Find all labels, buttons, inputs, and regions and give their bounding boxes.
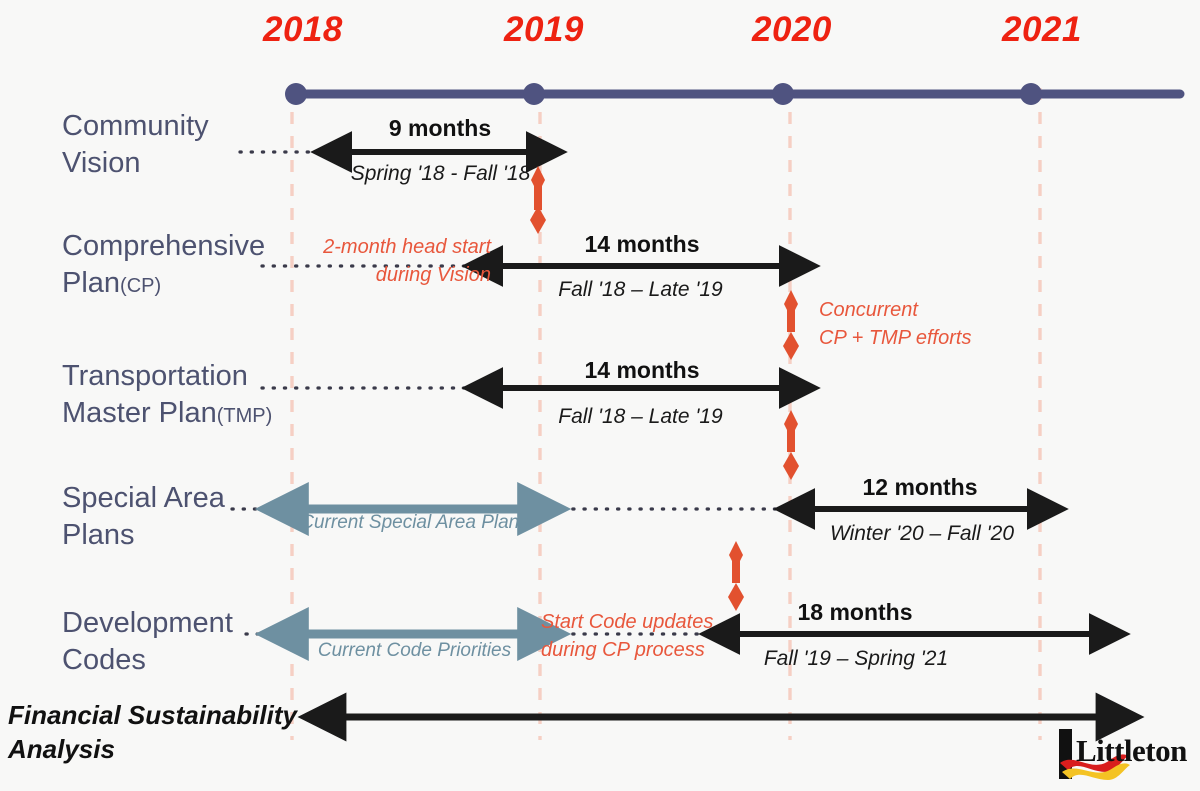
row-label-line-1: Community: [62, 110, 209, 142]
fin-label-line-2: Analysis: [8, 734, 115, 764]
duration-community-vision: 9 months: [388, 115, 492, 141]
row-label-line-1: Special Area: [62, 482, 225, 514]
row-label-line-2: Plan(CP): [62, 265, 265, 305]
row-label-financial-sustainability-analysis: Financial Sustainability Analysis: [8, 698, 297, 766]
row-label-line-2: Codes: [62, 644, 146, 676]
annotation-start-code-updates: Start Code updates during CP process: [541, 608, 713, 664]
row-label-community-vision: Community Vision: [62, 108, 209, 182]
legacy-label-current-special-area-plans: Current Special Area Plans: [300, 512, 529, 533]
row-label-line-1: Comprehensive: [62, 230, 266, 262]
row-label-special-area-plans: Special Area Plans: [62, 480, 225, 554]
connector-two-month-head-start: [530, 166, 546, 234]
row-label-line-2: Master Plan(TMP): [62, 395, 272, 435]
duration-special-area-plans: 12 months: [862, 474, 978, 500]
row-label-abbr: (CP): [120, 275, 162, 297]
year-label-2018: 2018: [263, 10, 343, 49]
row-label-line-2-text: Master Plan: [62, 397, 217, 429]
timeline-rail: [285, 83, 1185, 105]
timeline-node-2019: [523, 83, 545, 105]
row-label-abbr: (TMP): [216, 405, 273, 427]
year-label-2021: 2021: [1002, 10, 1082, 49]
row-label-line-2-text: Plan: [62, 267, 121, 299]
duration-comprehensive-plan: 14 months: [584, 231, 700, 257]
range-comprehensive-plan: Fall '18 – Late '19: [558, 278, 723, 301]
row-label-line-1: Transportation: [62, 360, 248, 392]
leader-lines: [230, 150, 807, 636]
annotation-line-1: Concurrent: [819, 299, 918, 321]
timeline-node-2021: [1020, 83, 1042, 105]
timeline-node-2018: [285, 83, 307, 105]
annotation-line-1: Start Code updates: [541, 611, 714, 633]
row-label-line-2: Vision: [62, 147, 141, 179]
duration-development-codes: 18 months: [797, 599, 913, 625]
annotation-line-2: during Vision: [375, 264, 491, 286]
fin-label-line-1: Financial Sustainability: [8, 700, 297, 730]
littleton-logo-text: Littleton: [1076, 733, 1187, 768]
connector-concurrent-efforts-lower: [783, 410, 799, 480]
annotation-concurrent-efforts: Concurrent CP + TMP efforts: [819, 296, 971, 352]
row-label-development-codes: Development Codes: [62, 605, 233, 679]
range-transportation-master-plan: Fall '18 – Late '19: [558, 405, 723, 428]
annotation-line-2: during CP process: [541, 639, 705, 661]
annotation-line-2: CP + TMP efforts: [819, 327, 972, 349]
connector-concurrent-efforts: [783, 290, 799, 360]
annotation-two-month-head-start: 2-month head start during Vision: [311, 233, 491, 289]
row-label-comprehensive-plan: Comprehensive Plan(CP): [62, 228, 265, 305]
littleton-logo-mark: [1059, 729, 1130, 780]
range-development-codes: Fall '19 – Spring '21: [763, 647, 949, 670]
range-community-vision: Spring '18 - Fall '18: [350, 162, 531, 185]
year-label-2019: 2019: [504, 10, 584, 49]
duration-transportation-master-plan: 14 months: [584, 357, 700, 383]
row-label-transportation-master-plan: Transportation Master Plan(TMP): [62, 358, 272, 435]
annotation-line-1: 2-month head start: [323, 236, 491, 258]
range-special-area-plans: Winter '20 – Fall '20: [829, 522, 1015, 545]
timeline-node-2020: [772, 83, 794, 105]
legacy-label-current-code-priorities: Current Code Priorities: [317, 640, 512, 661]
connector-start-code-updates: [728, 541, 744, 611]
row-label-line-1: Development: [62, 607, 233, 639]
row-label-line-2: Plans: [62, 519, 135, 551]
year-label-2020: 2020: [752, 10, 832, 49]
